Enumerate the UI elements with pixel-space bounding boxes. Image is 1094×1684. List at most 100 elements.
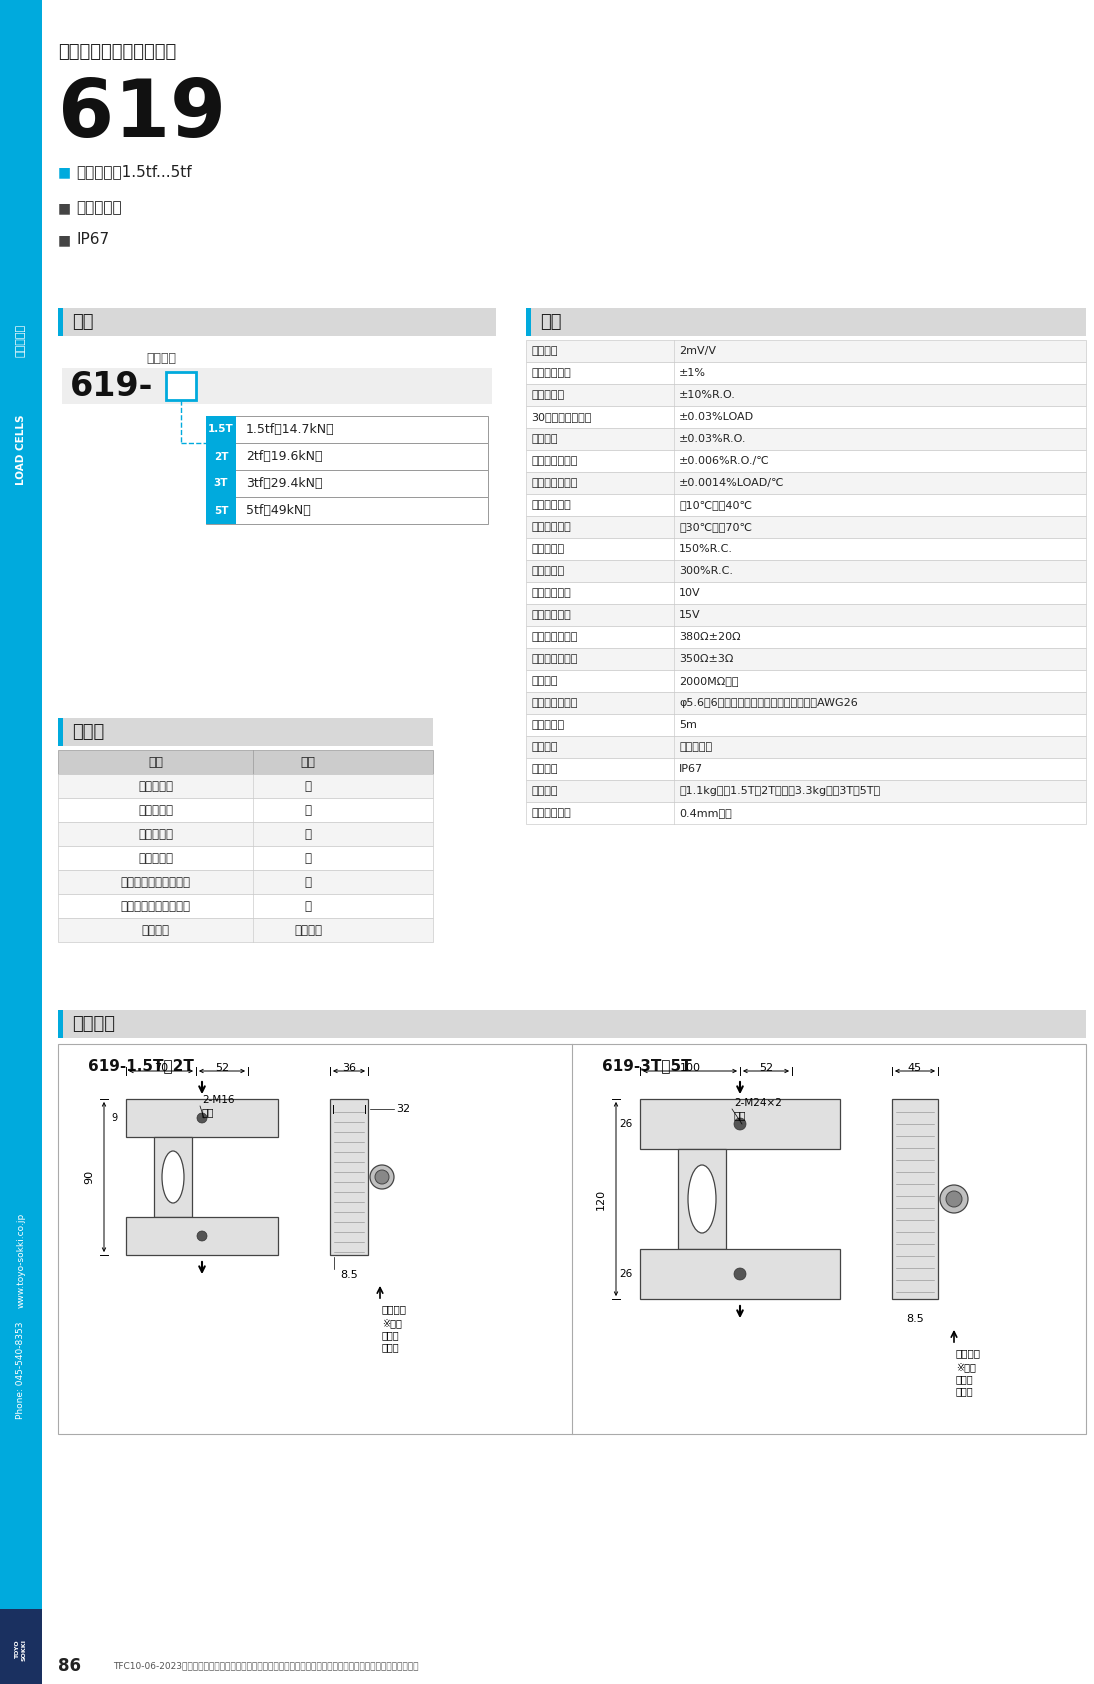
Bar	[206, 416, 236, 443]
Bar	[892, 1100, 938, 1298]
Text: 2mV/V: 2mV/V	[679, 345, 715, 355]
Bar	[58, 798, 433, 822]
Text: ±0.0014%LOAD/℃: ±0.0014%LOAD/℃	[679, 478, 784, 488]
Text: シールド: シールド	[294, 923, 322, 936]
Bar	[526, 450, 1086, 472]
Bar	[58, 1044, 1086, 1435]
Circle shape	[946, 1191, 962, 1207]
Text: 許容温度範囲: 許容温度範囲	[531, 522, 571, 532]
Text: 白: 白	[304, 852, 312, 864]
Text: 許容過負荷: 許容過負荷	[531, 544, 565, 554]
Bar	[526, 692, 1086, 714]
Bar	[526, 515, 1086, 537]
Text: ±0.03%LOAD: ±0.03%LOAD	[679, 413, 754, 423]
Text: 外形寸法: 外形寸法	[72, 1015, 115, 1032]
Text: ※縦性: ※縦性	[382, 1319, 401, 1329]
Text: －30℃～＋70℃: －30℃～＋70℃	[679, 522, 752, 532]
Bar	[0, 0, 42, 1684]
Bar	[58, 775, 433, 798]
Text: 茶: 茶	[304, 899, 312, 913]
Text: 150%R.C.: 150%R.C.	[679, 544, 733, 554]
Text: 引張＋: 引張＋	[956, 1386, 974, 1396]
Text: 350Ω±3Ω: 350Ω±3Ω	[679, 653, 733, 663]
Bar	[526, 340, 1086, 362]
Text: 619: 619	[58, 76, 226, 153]
Text: 36: 36	[342, 1063, 356, 1073]
Text: 5tf（49kN）: 5tf（49kN）	[246, 504, 311, 517]
Text: 緑: 緑	[304, 780, 312, 793]
Text: 619-1.5T，2T: 619-1.5T，2T	[88, 1059, 194, 1073]
Text: IP67: IP67	[679, 765, 703, 775]
Text: －10℃～＋40℃: －10℃～＋40℃	[679, 500, 752, 510]
Bar	[526, 308, 1086, 337]
Bar	[126, 1218, 278, 1255]
Bar	[58, 1010, 1086, 1037]
Bar	[526, 428, 1086, 450]
Text: 380Ω±20Ω: 380Ω±20Ω	[679, 632, 741, 642]
Text: 52: 52	[214, 1063, 229, 1073]
Bar	[206, 443, 488, 470]
Text: 5m: 5m	[679, 721, 697, 729]
Text: 黒: 黒	[304, 803, 312, 817]
Text: リモートセンシング－: リモートセンシング－	[120, 899, 190, 913]
Bar	[526, 648, 1086, 670]
Bar	[58, 871, 433, 894]
Text: 特殊合金鋼: 特殊合金鋼	[679, 743, 712, 753]
Text: 2-M24×2
貫通: 2-M24×2 貫通	[734, 1098, 782, 1120]
Circle shape	[940, 1186, 968, 1212]
Bar	[206, 416, 488, 443]
Text: 100: 100	[679, 1063, 700, 1073]
Text: 5T: 5T	[213, 505, 229, 515]
Bar	[526, 583, 1086, 605]
Text: 定格出力誤差: 定格出力誤差	[531, 369, 571, 377]
Text: 120: 120	[596, 1189, 606, 1209]
Text: 70: 70	[154, 1063, 168, 1073]
Bar	[206, 497, 236, 524]
Bar	[206, 470, 488, 497]
Text: 型式: 型式	[72, 313, 93, 332]
Bar	[166, 372, 196, 401]
Circle shape	[734, 1268, 746, 1280]
Bar	[62, 369, 492, 404]
Bar	[154, 1137, 193, 1218]
Text: 絶縁抵抗: 絶縁抵抗	[531, 675, 558, 685]
Text: 2tf（19.6kN）: 2tf（19.6kN）	[246, 450, 323, 463]
Text: 2000MΩ以上: 2000MΩ以上	[679, 675, 738, 685]
Text: 619-3T，5T: 619-3T，5T	[602, 1059, 691, 1073]
Text: ±0.006%R.O./℃: ±0.006%R.O./℃	[679, 456, 770, 466]
Text: 出力信号＋: 出力信号＋	[138, 827, 173, 840]
Text: 0.4mm以下: 0.4mm以下	[679, 808, 732, 818]
Text: ロードセル: ロードセル	[16, 323, 26, 357]
Text: ■: ■	[58, 165, 71, 179]
Text: 入力端子間抵抗: 入力端子間抵抗	[531, 632, 578, 642]
Bar	[58, 717, 433, 746]
Bar	[206, 497, 488, 524]
Text: 仕様: 仕様	[540, 313, 561, 332]
Text: 総合精度: 総合精度	[531, 434, 558, 445]
Text: Phone: 045-540-8353: Phone: 045-540-8353	[16, 1322, 25, 1418]
Text: 許容印加電圧: 許容印加電圧	[531, 610, 571, 620]
Bar	[126, 1100, 278, 1137]
Text: ±10%R.O.: ±10%R.O.	[679, 391, 736, 401]
Text: ※縦性: ※縦性	[956, 1362, 976, 1372]
Bar	[0, 1649, 1094, 1684]
Text: ■: ■	[58, 200, 71, 216]
Bar	[526, 493, 1086, 515]
Text: 619-: 619-	[70, 369, 153, 402]
Text: 線色: 線色	[301, 756, 315, 768]
Circle shape	[734, 1118, 746, 1130]
Bar	[206, 470, 236, 497]
Bar	[58, 308, 496, 337]
Text: 項目: 項目	[148, 756, 163, 768]
Bar	[678, 1148, 726, 1250]
Bar	[526, 561, 1086, 583]
Text: 30分後の零点回復: 30分後の零点回復	[531, 413, 592, 423]
Bar	[526, 802, 1086, 823]
Bar	[58, 822, 433, 845]
Text: 1.5tf（14.7kN）: 1.5tf（14.7kN）	[246, 423, 335, 436]
Text: www.toyo-sokki.co.jp: www.toyo-sokki.co.jp	[16, 1212, 25, 1307]
Ellipse shape	[688, 1165, 715, 1233]
Text: 8.5: 8.5	[340, 1270, 358, 1280]
Bar	[58, 717, 63, 746]
Bar	[58, 845, 433, 871]
